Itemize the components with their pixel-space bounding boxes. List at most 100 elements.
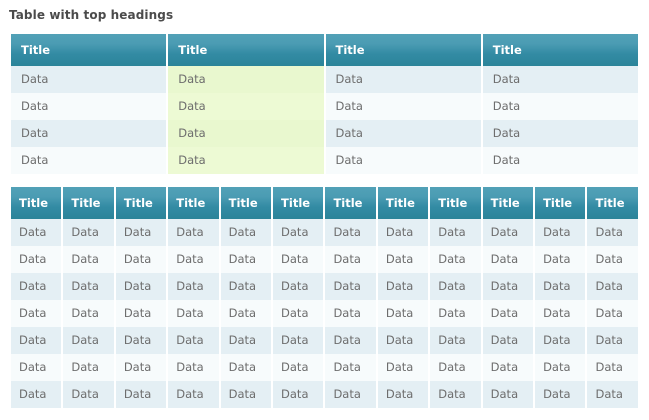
table-cell: Data bbox=[11, 93, 167, 120]
table-cell: Data bbox=[587, 327, 638, 354]
table-cell: Data bbox=[482, 93, 638, 120]
table-cell: Data bbox=[482, 273, 534, 300]
table-cell: Data bbox=[273, 381, 324, 408]
table-cell: Data bbox=[168, 327, 219, 354]
table-cell: Data bbox=[220, 300, 272, 327]
column-header[interactable]: Title bbox=[168, 34, 324, 66]
table-cell: Data bbox=[535, 327, 586, 354]
table-cell: Data bbox=[168, 219, 219, 246]
table-cell: Data bbox=[168, 120, 324, 147]
table-cell: Data bbox=[430, 219, 481, 246]
table-cell: Data bbox=[325, 273, 376, 300]
table-cell: Data bbox=[168, 147, 324, 174]
table-cell: Data bbox=[11, 354, 62, 381]
table-cell: Data bbox=[220, 246, 272, 273]
table-cell: Data bbox=[168, 300, 219, 327]
table-cell: Data bbox=[115, 300, 167, 327]
table-cell: Data bbox=[430, 273, 481, 300]
table-cell: Data bbox=[325, 354, 376, 381]
column-header[interactable]: Title bbox=[587, 187, 638, 219]
table-cell: Data bbox=[273, 219, 324, 246]
table-cell: Data bbox=[325, 147, 481, 174]
table-row: Data Data Data Data Data Data Data Data Data Data… bbox=[11, 354, 638, 381]
table-cell: Data bbox=[377, 354, 429, 381]
column-header[interactable]: Title bbox=[11, 187, 62, 219]
table-cell: Data bbox=[11, 66, 167, 93]
table-cell: Data bbox=[535, 273, 586, 300]
table-cell: Data bbox=[377, 273, 429, 300]
table-cell: Data bbox=[11, 300, 62, 327]
column-header[interactable]: Title bbox=[115, 187, 167, 219]
column-header[interactable]: Title bbox=[535, 187, 586, 219]
table-cell: Data bbox=[11, 381, 62, 408]
table-cell: Data bbox=[535, 219, 586, 246]
table-cell: Data bbox=[115, 354, 167, 381]
table-cell: Data bbox=[168, 354, 219, 381]
table-row: Data Data Data Data bbox=[11, 147, 638, 174]
table-cell: Data bbox=[63, 219, 114, 246]
table-cell: Data bbox=[11, 246, 62, 273]
table-cell: Data bbox=[168, 246, 219, 273]
header-row: Title Title Title Title bbox=[11, 34, 638, 66]
table-cell: Data bbox=[168, 273, 219, 300]
table-cell: Data bbox=[430, 354, 481, 381]
table-cell: Data bbox=[325, 300, 376, 327]
table-cell: Data bbox=[587, 354, 638, 381]
table-cell: Data bbox=[430, 327, 481, 354]
table-cell: Data bbox=[115, 327, 167, 354]
table-cell: Data bbox=[325, 93, 481, 120]
table-body: Data Data Data Data Data Data Data Data Data Data… bbox=[11, 66, 638, 174]
table-cell: Data bbox=[220, 354, 272, 381]
table-row: Data Data Data Data Data Data Data Data Data Data… bbox=[11, 300, 638, 327]
column-header[interactable]: Title bbox=[482, 34, 638, 66]
table-header: Title Title Title Title bbox=[11, 34, 638, 66]
four-column-table: Title Title Title Title Data Data Data Data Dat… bbox=[9, 34, 640, 174]
table-cell: Data bbox=[63, 327, 114, 354]
column-header[interactable]: Title bbox=[482, 187, 534, 219]
table-cell: Data bbox=[325, 66, 481, 93]
table-row: Data Data Data Data Data Data Data Data Data Data… bbox=[11, 327, 638, 354]
table-cell: Data bbox=[273, 354, 324, 381]
column-header[interactable]: Title bbox=[11, 34, 167, 66]
table-cell: Data bbox=[482, 300, 534, 327]
table-cell: Data bbox=[11, 273, 62, 300]
table-cell: Data bbox=[11, 327, 62, 354]
column-header[interactable]: Title bbox=[325, 34, 481, 66]
table-cell: Data bbox=[63, 381, 114, 408]
twelve-column-table: Title Title Title Title Title Title Title Title… bbox=[9, 187, 640, 408]
table-cell: Data bbox=[115, 246, 167, 273]
column-header[interactable]: Title bbox=[430, 187, 481, 219]
column-header[interactable]: Title bbox=[325, 187, 376, 219]
table-row: Data Data Data Data Data Data Data Data Data Data… bbox=[11, 381, 638, 408]
table-cell: Data bbox=[11, 120, 167, 147]
column-header[interactable]: Title bbox=[377, 187, 429, 219]
table-cell: Data bbox=[325, 120, 481, 147]
table-cell: Data bbox=[168, 93, 324, 120]
table-cell: Data bbox=[587, 219, 638, 246]
table-cell: Data bbox=[535, 246, 586, 273]
table-cell: Data bbox=[482, 120, 638, 147]
table-cell: Data bbox=[273, 246, 324, 273]
table-cell: Data bbox=[220, 219, 272, 246]
table-cell: Data bbox=[273, 300, 324, 327]
table-row: Data Data Data Data bbox=[11, 120, 638, 147]
table-cell: Data bbox=[115, 273, 167, 300]
table-cell: Data bbox=[63, 354, 114, 381]
table-cell: Data bbox=[325, 327, 376, 354]
table-cell: Data bbox=[377, 300, 429, 327]
table-cell: Data bbox=[377, 219, 429, 246]
table-cell: Data bbox=[11, 219, 62, 246]
table-cell: Data bbox=[482, 381, 534, 408]
table-cell: Data bbox=[587, 381, 638, 408]
column-header[interactable]: Title bbox=[63, 187, 114, 219]
column-header[interactable]: Title bbox=[273, 187, 324, 219]
table-cell: Data bbox=[482, 354, 534, 381]
column-header[interactable]: Title bbox=[220, 187, 272, 219]
table-cell: Data bbox=[325, 246, 376, 273]
table-row: Data Data Data Data Data Data Data Data Data Data… bbox=[11, 273, 638, 300]
column-header[interactable]: Title bbox=[168, 187, 219, 219]
table-cell: Data bbox=[63, 300, 114, 327]
table-cell: Data bbox=[220, 327, 272, 354]
table-cell: Data bbox=[482, 66, 638, 93]
